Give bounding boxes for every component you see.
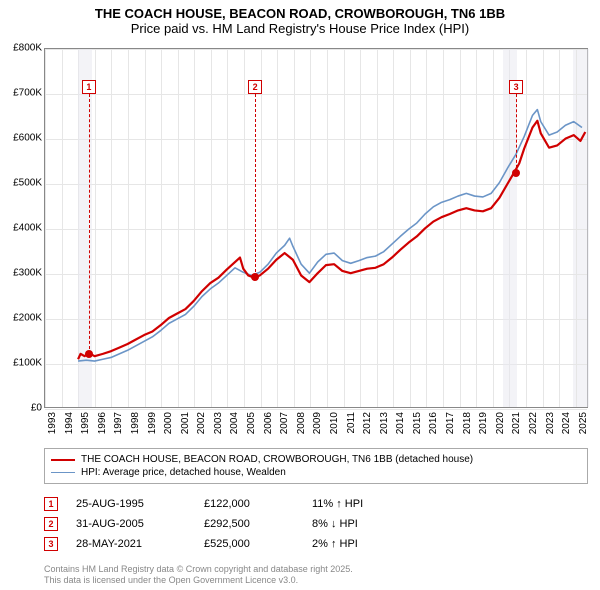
- x-tick-label: 2025: [578, 412, 589, 434]
- marker-dot: [85, 350, 93, 358]
- footer-line-1: Contains HM Land Registry data © Crown c…: [44, 564, 588, 575]
- y-tick-label: £200K: [13, 313, 42, 324]
- events-table: 1 25-AUG-1995 £122,000 11% ↑ HPI 2 31-AUG-200…: [44, 494, 588, 554]
- event-delta: 2% ↑ HPI: [312, 538, 588, 550]
- x-tick-label: 2016: [428, 412, 439, 434]
- x-axis: 1993 1994 1995 1996 1997 1998 1999 2000 2001 2002…: [44, 408, 588, 448]
- y-tick-label: £500K: [13, 178, 42, 189]
- event-date: 28-MAY-2021: [76, 538, 186, 550]
- legend-swatch: [51, 459, 75, 461]
- x-tick-label: 1993: [47, 412, 58, 434]
- y-axis: £0£100K£200K£300K£400K£500K£600K£700K£80…: [0, 48, 44, 408]
- footer-line-2: This data is licensed under the Open Gov…: [44, 575, 588, 586]
- legend-item: HPI: Average price, detached house, Weal…: [51, 466, 581, 479]
- event-row: 3 28-MAY-2021 £525,000 2% ↑ HPI: [44, 534, 588, 554]
- series-line: [78, 121, 585, 360]
- x-tick-label: 1998: [130, 412, 141, 434]
- x-tick-label: 2015: [412, 412, 423, 434]
- legend-swatch: [51, 472, 75, 473]
- x-tick-label: 2010: [329, 412, 340, 434]
- attribution-footer: Contains HM Land Registry data © Crown c…: [44, 564, 588, 586]
- legend-label: THE COACH HOUSE, BEACON ROAD, CROWBOROUG…: [81, 454, 473, 465]
- marker-line: [89, 94, 90, 355]
- x-tick-label: 2017: [445, 412, 456, 434]
- marker-line: [516, 94, 517, 173]
- legend-label: HPI: Average price, detached house, Weal…: [81, 467, 286, 478]
- y-tick-label: £400K: [13, 223, 42, 234]
- event-delta: 8% ↓ HPI: [312, 518, 588, 530]
- x-tick-label: 2006: [263, 412, 274, 434]
- x-tick-label: 2014: [395, 412, 406, 434]
- x-tick-label: 1994: [64, 412, 75, 434]
- x-tick-label: 2019: [478, 412, 489, 434]
- x-tick-label: 2002: [196, 412, 207, 434]
- x-tick-label: 2011: [346, 412, 357, 434]
- event-date: 25-AUG-1995: [76, 498, 186, 510]
- marker-dot: [251, 273, 259, 281]
- marker-box: 3: [509, 80, 523, 94]
- x-tick-label: 2004: [229, 412, 240, 434]
- legend: THE COACH HOUSE, BEACON ROAD, CROWBOROUG…: [44, 448, 588, 484]
- marker-line: [255, 94, 256, 278]
- series-line: [78, 110, 582, 361]
- x-tick-label: 2021: [511, 412, 522, 434]
- event-price: £122,000: [204, 498, 294, 510]
- x-tick-label: 2024: [561, 412, 572, 434]
- y-tick-label: £0: [31, 403, 42, 414]
- title-block: THE COACH HOUSE, BEACON ROAD, CROWBOROUG…: [0, 0, 600, 38]
- x-tick-label: 2009: [312, 412, 323, 434]
- x-tick-label: 2013: [379, 412, 390, 434]
- title-line-1: THE COACH HOUSE, BEACON ROAD, CROWBOROUG…: [0, 6, 600, 21]
- plot-svg: [45, 49, 587, 408]
- y-tick-label: £100K: [13, 358, 42, 369]
- event-price: £525,000: [204, 538, 294, 550]
- y-tick-label: £300K: [13, 268, 42, 279]
- y-tick-label: £800K: [13, 43, 42, 54]
- chart-container: THE COACH HOUSE, BEACON ROAD, CROWBOROUG…: [0, 0, 600, 590]
- chart-plot-area: 1 2 3: [44, 48, 588, 408]
- event-row: 2 31-AUG-2005 £292,500 8% ↓ HPI: [44, 514, 588, 534]
- x-tick-label: 1996: [97, 412, 108, 434]
- event-date: 31-AUG-2005: [76, 518, 186, 530]
- x-tick-label: 2005: [246, 412, 257, 434]
- x-tick-label: 1997: [113, 412, 124, 434]
- x-tick-label: 2007: [279, 412, 290, 434]
- marker-box: 2: [248, 80, 262, 94]
- event-marker: 2: [44, 517, 58, 531]
- x-tick-label: 2001: [180, 412, 191, 434]
- event-price: £292,500: [204, 518, 294, 530]
- x-tick-label: 2020: [495, 412, 506, 434]
- x-tick-label: 2012: [362, 412, 373, 434]
- x-tick-label: 2000: [163, 412, 174, 434]
- marker-box: 1: [82, 80, 96, 94]
- event-delta: 11% ↑ HPI: [312, 498, 588, 510]
- y-tick-label: £600K: [13, 133, 42, 144]
- x-tick-label: 1995: [80, 412, 91, 434]
- x-tick-label: 2003: [213, 412, 224, 434]
- marker-dot: [512, 169, 520, 177]
- title-line-2: Price paid vs. HM Land Registry's House …: [0, 21, 600, 36]
- x-tick-label: 2023: [545, 412, 556, 434]
- event-marker: 1: [44, 497, 58, 511]
- event-row: 1 25-AUG-1995 £122,000 11% ↑ HPI: [44, 494, 588, 514]
- legend-item: THE COACH HOUSE, BEACON ROAD, CROWBOROUG…: [51, 453, 581, 466]
- event-marker: 3: [44, 537, 58, 551]
- x-tick-label: 2008: [296, 412, 307, 434]
- x-tick-label: 1999: [147, 412, 158, 434]
- y-tick-label: £700K: [13, 88, 42, 99]
- x-tick-label: 2018: [462, 412, 473, 434]
- x-tick-label: 2022: [528, 412, 539, 434]
